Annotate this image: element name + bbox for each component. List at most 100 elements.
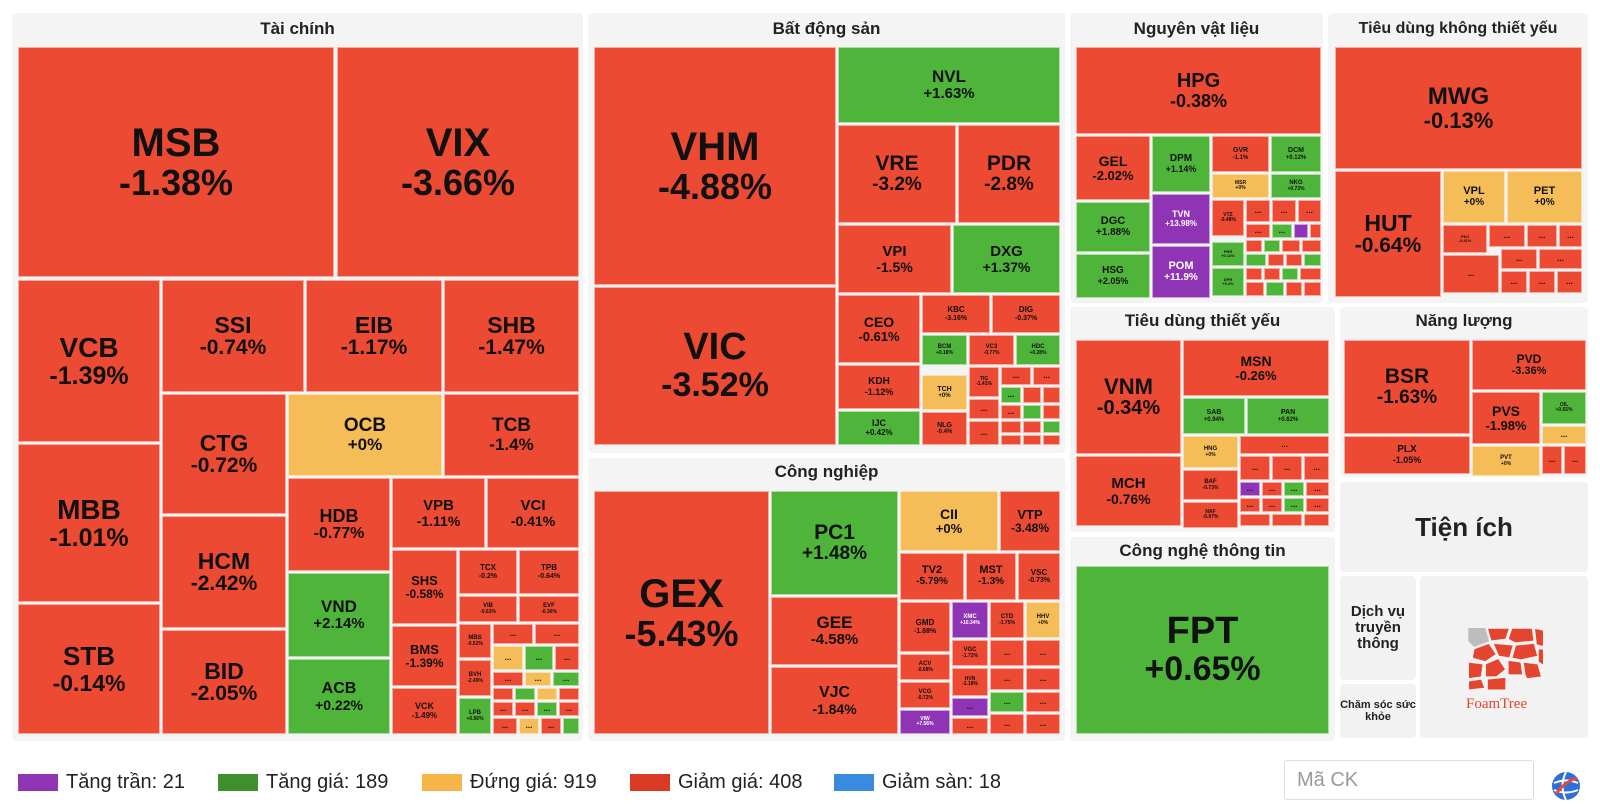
stock-tile[interactable]: HUT -0.64% xyxy=(1335,171,1441,297)
stock-tile[interactable]: HNG +0% xyxy=(1183,436,1238,468)
stock-tile[interactable]: ACV -0.68% xyxy=(900,654,950,680)
stock-tile-small[interactable]: ... xyxy=(1501,249,1537,269)
stock-tile-small[interactable]: ... xyxy=(1284,482,1304,496)
stock-tile-small[interactable] xyxy=(1240,514,1270,526)
stock-tile[interactable]: HPG -0.38% xyxy=(1076,47,1321,134)
stock-tile-small[interactable]: ... xyxy=(1026,692,1060,712)
stock-tile-small[interactable] xyxy=(1023,421,1041,433)
stock-tile[interactable]: DIG -0.37% xyxy=(992,295,1060,333)
stock-tile-small[interactable] xyxy=(559,688,579,700)
stock-tile-small[interactable]: ... xyxy=(553,672,579,686)
stock-tile-small[interactable]: ... xyxy=(952,698,988,716)
stock-tile-small[interactable]: ... xyxy=(1542,426,1586,444)
stock-tile-small[interactable]: ... xyxy=(1306,498,1329,512)
stock-tile[interactable]: MSB -1.38% xyxy=(18,47,334,277)
stock-tile-small[interactable]: ... xyxy=(1240,456,1270,480)
stock-tile-small[interactable]: ... xyxy=(990,692,1024,712)
stock-tile-small[interactable] xyxy=(1304,514,1329,526)
stock-tile-small[interactable] xyxy=(515,688,535,700)
stock-tile[interactable]: VRE -3.2% xyxy=(838,125,956,223)
stock-tile-small[interactable]: ... xyxy=(537,702,557,716)
stock-tile[interactable]: SHS -0.58% xyxy=(392,550,457,624)
stock-tile[interactable]: VTZ -0.48% xyxy=(1212,200,1244,236)
stock-tile-small[interactable] xyxy=(537,688,557,700)
stock-tile-small[interactable] xyxy=(1264,268,1280,280)
stock-tile[interactable]: DXG +1.37% xyxy=(953,225,1060,293)
stock-tile[interactable]: VIW +7.56% xyxy=(900,710,950,734)
stock-tile-small[interactable] xyxy=(1286,254,1302,266)
stock-tile[interactable]: TCH +0% xyxy=(922,375,967,410)
stock-tile[interactable]: LPB +0.56% xyxy=(459,698,491,734)
stock-tile[interactable]: CII +0% xyxy=(900,491,998,551)
stock-tile[interactable]: VPI -1.5% xyxy=(838,225,951,293)
stock-tile-small[interactable]: ... xyxy=(1298,200,1321,222)
stock-tile[interactable]: HDC +0.28% xyxy=(1016,335,1060,365)
stock-tile[interactable]: OCB +0% xyxy=(288,394,442,476)
stock-tile[interactable]: SHB -1.47% xyxy=(444,280,579,392)
sector-healthcare[interactable]: Chăm sóc sức khỏe xyxy=(1340,684,1416,738)
stock-tile-small[interactable]: ... xyxy=(1001,387,1021,403)
stock-tile[interactable]: VPB -1.11% xyxy=(392,478,485,548)
stock-tile[interactable]: PAN +0.62% xyxy=(1247,398,1329,434)
stock-tile-small[interactable]: ... xyxy=(1527,225,1557,247)
stock-tile-small[interactable]: ... xyxy=(969,421,999,445)
stock-tile[interactable]: CEO -0.61% xyxy=(838,295,920,363)
stock-tile[interactable]: MST -1.3% xyxy=(966,553,1016,600)
stock-tile[interactable]: KBC -3.16% xyxy=(922,295,990,333)
stock-tile-small[interactable] xyxy=(1246,268,1262,280)
stock-tile[interactable]: TVN +13.98% xyxy=(1152,194,1210,244)
stock-tile-small[interactable]: ... xyxy=(1033,367,1060,385)
stock-tile-small[interactable]: ... xyxy=(1542,446,1562,474)
stock-tile[interactable]: TCB -1.4% xyxy=(444,394,579,476)
stock-tile-small[interactable] xyxy=(1302,240,1321,252)
stock-tile-small[interactable] xyxy=(1023,405,1041,419)
stock-tile-small[interactable]: ... xyxy=(493,672,523,686)
stock-tile[interactable]: SAB +0.94% xyxy=(1183,398,1245,434)
stock-tile-small[interactable]: ... xyxy=(493,646,523,670)
stock-tile-small[interactable]: ... xyxy=(1026,640,1060,666)
stock-tile-small[interactable]: ... xyxy=(1304,456,1329,480)
stock-tile[interactable]: VTP -3.48% xyxy=(1000,491,1060,551)
stock-tile-small[interactable] xyxy=(1246,240,1262,252)
stock-tile[interactable]: MCH -0.76% xyxy=(1076,456,1181,526)
stock-tile-small[interactable] xyxy=(1304,254,1321,266)
stock-tile-small[interactable]: ... xyxy=(1539,249,1582,269)
stock-tile[interactable]: VNM -0.34% xyxy=(1076,340,1181,454)
stock-tile[interactable]: MWG -0.13% xyxy=(1335,47,1582,169)
stock-tile[interactable]: POM +11.9% xyxy=(1152,246,1210,298)
stock-tile-small[interactable]: ... xyxy=(1240,436,1329,454)
stock-tile[interactable]: TV2 -5.79% xyxy=(900,553,964,600)
stock-tile-small[interactable] xyxy=(1043,435,1060,445)
stock-tile[interactable]: VC3 -0.77% xyxy=(969,335,1014,365)
stock-tile-small[interactable]: ... xyxy=(1284,498,1304,512)
stock-tile-small[interactable]: ... xyxy=(1246,200,1270,222)
stock-tile[interactable]: EVF -0.36% xyxy=(519,596,579,622)
stock-tile[interactable]: FPT +0.65% xyxy=(1076,566,1329,734)
stock-tile[interactable]: HHV +0% xyxy=(1026,602,1060,638)
stock-tile-small[interactable] xyxy=(1310,224,1321,238)
stock-tile[interactable]: PDR -2.8% xyxy=(958,125,1060,223)
sector-media[interactable]: Dịch vụ truyền thông xyxy=(1340,576,1416,680)
stock-tile[interactable]: SSI -0.74% xyxy=(162,280,304,392)
stock-tile[interactable]: NLG -0.4% xyxy=(922,412,967,445)
stock-tile[interactable]: NKG +0.73% xyxy=(1271,174,1321,198)
stock-tile[interactable]: DPR +0.4% xyxy=(1212,268,1244,296)
stock-tile[interactable]: BSR -1.63% xyxy=(1344,340,1470,434)
stock-tile-small[interactable]: ... xyxy=(990,714,1024,734)
stock-tile[interactable]: GVR -1.1% xyxy=(1212,136,1269,172)
stock-tile-small[interactable]: ... xyxy=(535,624,579,644)
stock-tile[interactable]: VIX -3.66% xyxy=(337,47,579,277)
stock-tile[interactable]: VJC -1.84% xyxy=(771,667,898,734)
stock-tile-small[interactable]: ... xyxy=(1262,482,1282,496)
stock-tile-small[interactable] xyxy=(1043,405,1060,419)
stock-tile[interactable]: PC1 +1.48% xyxy=(771,491,898,595)
stock-tile-small[interactable]: ... xyxy=(541,718,561,734)
stock-tile[interactable]: ACB +0.22% xyxy=(288,659,390,734)
stock-tile[interactable]: VIC -3.52% xyxy=(594,287,836,445)
stock-tile[interactable]: VPL +0% xyxy=(1443,171,1505,223)
stock-tile[interactable]: BVH -2.49% xyxy=(459,660,491,696)
stock-tile-small[interactable]: ... xyxy=(1001,405,1021,419)
stock-tile-small[interactable]: ... xyxy=(1272,224,1292,238)
stock-tile-small[interactable] xyxy=(493,688,513,700)
stock-tile-small[interactable]: ... xyxy=(519,718,539,734)
